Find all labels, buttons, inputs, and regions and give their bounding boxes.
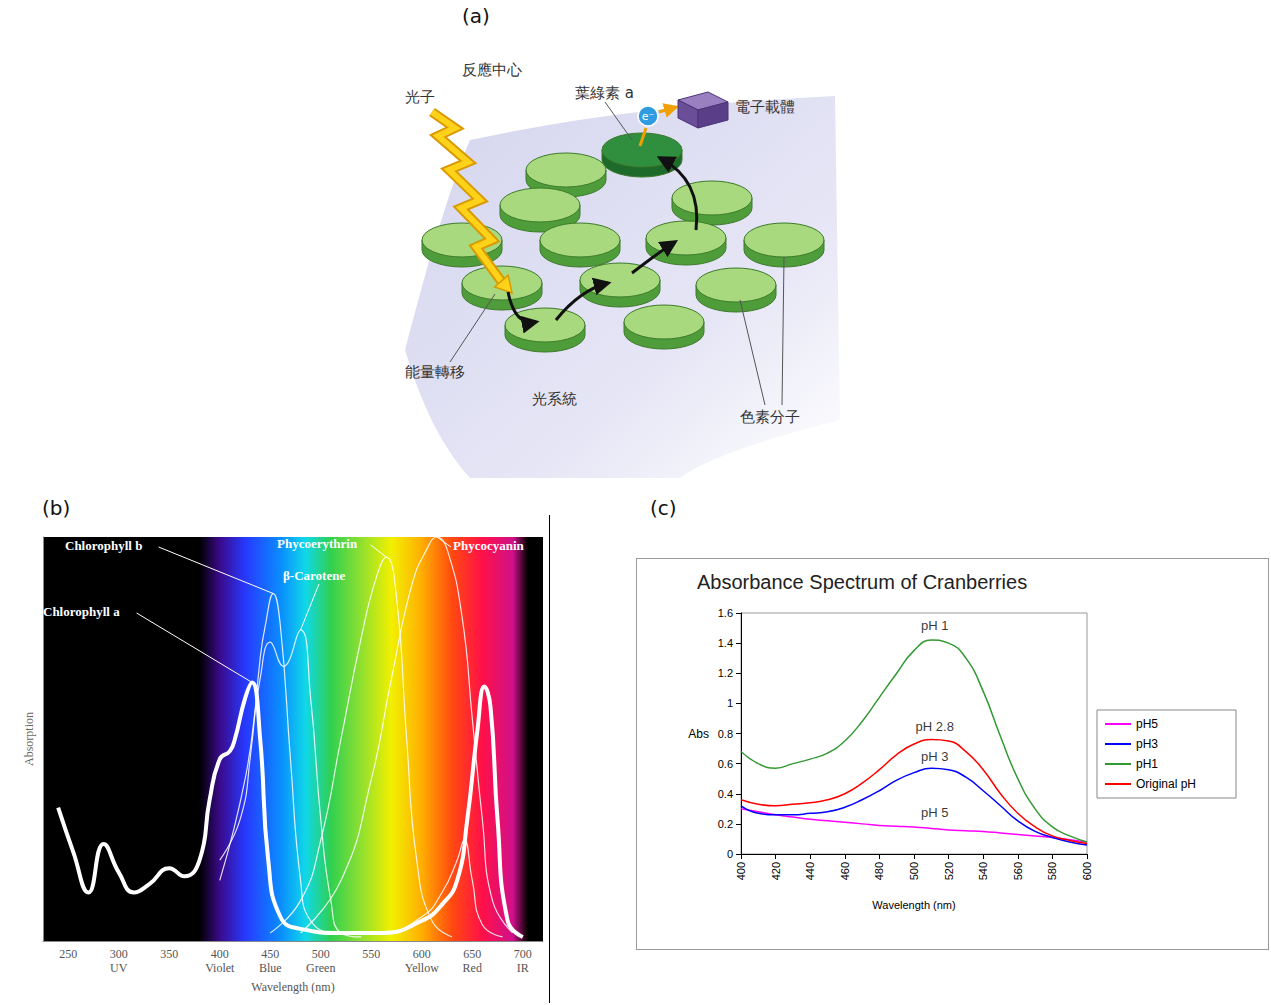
svg-text:500: 500 <box>312 947 330 961</box>
html-text:(c): (c) <box>650 496 677 520</box>
svg-text:pH1: pH1 <box>1136 757 1158 771</box>
svg-text:520: 520 <box>943 862 955 880</box>
svg-text:pH 1: pH 1 <box>921 618 948 633</box>
svg-text:pH3: pH3 <box>1136 737 1158 751</box>
svg-text:300: 300 <box>110 947 128 961</box>
svg-text:0: 0 <box>727 848 733 860</box>
svg-text:葉綠素 a: 葉綠素 a <box>575 84 634 102</box>
svg-text:600: 600 <box>413 947 431 961</box>
svg-text:Phycoerythrin: Phycoerythrin <box>277 536 358 551</box>
svg-text:460: 460 <box>839 862 851 880</box>
svg-text:電子載體: 電子載體 <box>735 98 795 116</box>
svg-text:e⁻: e⁻ <box>642 110 655 123</box>
svg-text:1: 1 <box>727 697 733 709</box>
svg-text:Original pH: Original pH <box>1136 777 1196 791</box>
svg-text:1.6: 1.6 <box>718 607 733 619</box>
svg-text:pH 2.8: pH 2.8 <box>916 719 954 734</box>
svg-text:540: 540 <box>977 862 989 880</box>
svg-text:250: 250 <box>59 947 77 961</box>
svg-text:450: 450 <box>261 947 279 961</box>
svg-text:Wavelength (nm): Wavelength (nm) <box>872 899 955 911</box>
html-text:(a): (a) <box>462 4 490 28</box>
svg-text:580: 580 <box>1046 862 1058 880</box>
svg-text:600: 600 <box>1081 862 1093 880</box>
svg-text:pH 3: pH 3 <box>921 749 948 764</box>
svg-text:0.2: 0.2 <box>718 818 733 830</box>
html-text:(b): (b) <box>42 496 71 520</box>
svg-text:700: 700 <box>514 947 532 961</box>
svg-text:Chlorophyll a: Chlorophyll a <box>43 604 120 619</box>
svg-text:560: 560 <box>1012 862 1024 880</box>
svg-text:Abs: Abs <box>688 727 709 741</box>
svg-text:β-Carotene: β-Carotene <box>283 568 345 583</box>
svg-text:Green: Green <box>306 961 335 975</box>
svg-text:440: 440 <box>804 862 816 880</box>
svg-text:350: 350 <box>160 947 178 961</box>
svg-text:光子: 光子 <box>405 88 435 106</box>
svg-text:色素分子: 色素分子 <box>740 408 800 426</box>
svg-text:1.4: 1.4 <box>718 637 733 649</box>
svg-text:光系統: 光系統 <box>532 390 577 408</box>
svg-text:400: 400 <box>211 947 229 961</box>
svg-text:500: 500 <box>908 862 920 880</box>
svg-text:0.8: 0.8 <box>718 728 733 740</box>
svg-text:Absorbance Spectrum of Cranber: Absorbance Spectrum of Cranberries <box>697 571 1027 593</box>
svg-text:480: 480 <box>873 862 885 880</box>
svg-text:Phycocyanin: Phycocyanin <box>453 538 525 553</box>
svg-text:IR: IR <box>517 961 529 975</box>
svg-text:0.6: 0.6 <box>718 758 733 770</box>
svg-text:Red: Red <box>463 961 482 975</box>
svg-text:UV: UV <box>110 961 128 975</box>
svg-text:能量轉移: 能量轉移 <box>405 363 465 381</box>
svg-text:400: 400 <box>735 862 747 880</box>
svg-text:pH 5: pH 5 <box>921 805 948 820</box>
svg-text:Wavelength (nm): Wavelength (nm) <box>251 980 334 994</box>
svg-text:Absorption: Absorption <box>22 712 36 766</box>
svg-text:Yellow: Yellow <box>405 961 439 975</box>
svg-text:550: 550 <box>362 947 380 961</box>
svg-text:Blue: Blue <box>259 961 282 975</box>
svg-text:Violet: Violet <box>205 961 235 975</box>
svg-text:反應中心: 反應中心 <box>462 61 522 79</box>
svg-text:0.4: 0.4 <box>718 788 733 800</box>
svg-text:Chlorophyll b: Chlorophyll b <box>65 538 142 553</box>
svg-text:1.2: 1.2 <box>718 667 733 679</box>
svg-text:650: 650 <box>463 947 481 961</box>
svg-text:pH5: pH5 <box>1136 717 1158 731</box>
svg-text:420: 420 <box>770 862 782 880</box>
